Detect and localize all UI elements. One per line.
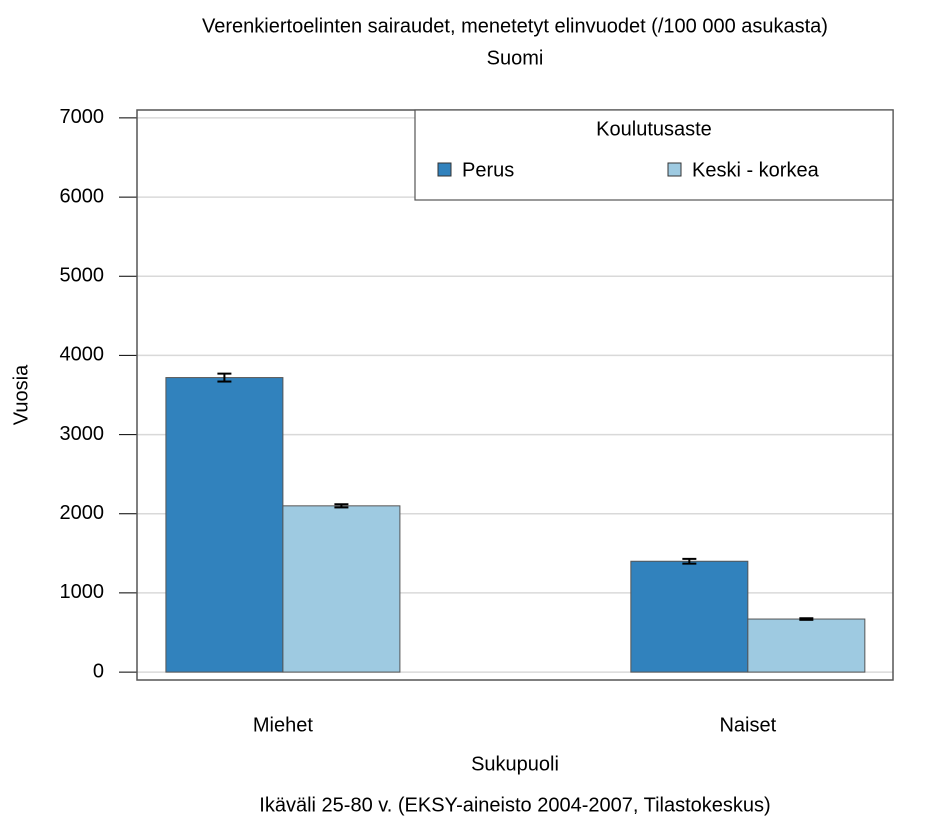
y-tick-label: 1000	[60, 581, 105, 603]
bar	[165, 377, 284, 673]
y-tick-label: 7000	[60, 106, 105, 128]
error-bar	[799, 617, 814, 621]
x-tick-label: Naiset	[719, 714, 776, 736]
y-tick-label: 2000	[60, 502, 105, 524]
error-bar	[682, 557, 697, 565]
y-tick-label: 5000	[60, 265, 105, 287]
bar	[282, 505, 401, 673]
legend-box	[414, 109, 894, 201]
legend-swatch	[437, 162, 452, 177]
x-tick-label: Miehet	[253, 714, 313, 736]
legend-title: Koulutusaste	[596, 118, 712, 140]
y-tick-label: 4000	[60, 344, 105, 366]
caption: Ikäväli 25-80 v. (EKSY-aineisto 2004-200…	[259, 794, 770, 816]
chart-title: Verenkiertoelinten sairaudet, menetetyt …	[202, 15, 828, 37]
error-bar	[217, 372, 232, 383]
legend-label: Keski - korkea	[692, 159, 820, 181]
legend-label: Perus	[462, 159, 514, 181]
legend-swatch	[667, 162, 682, 177]
bar	[630, 560, 749, 673]
chart-subtitle: Suomi	[487, 47, 544, 69]
error-bar	[334, 503, 349, 509]
x-axis-label: Sukupuoli	[471, 753, 559, 775]
bar	[747, 618, 866, 673]
y-tick-label: 3000	[60, 423, 105, 445]
y-tick-label: 6000	[60, 185, 105, 207]
y-tick-label: 0	[93, 660, 104, 682]
y-axis-label: Vuosia	[10, 364, 32, 425]
